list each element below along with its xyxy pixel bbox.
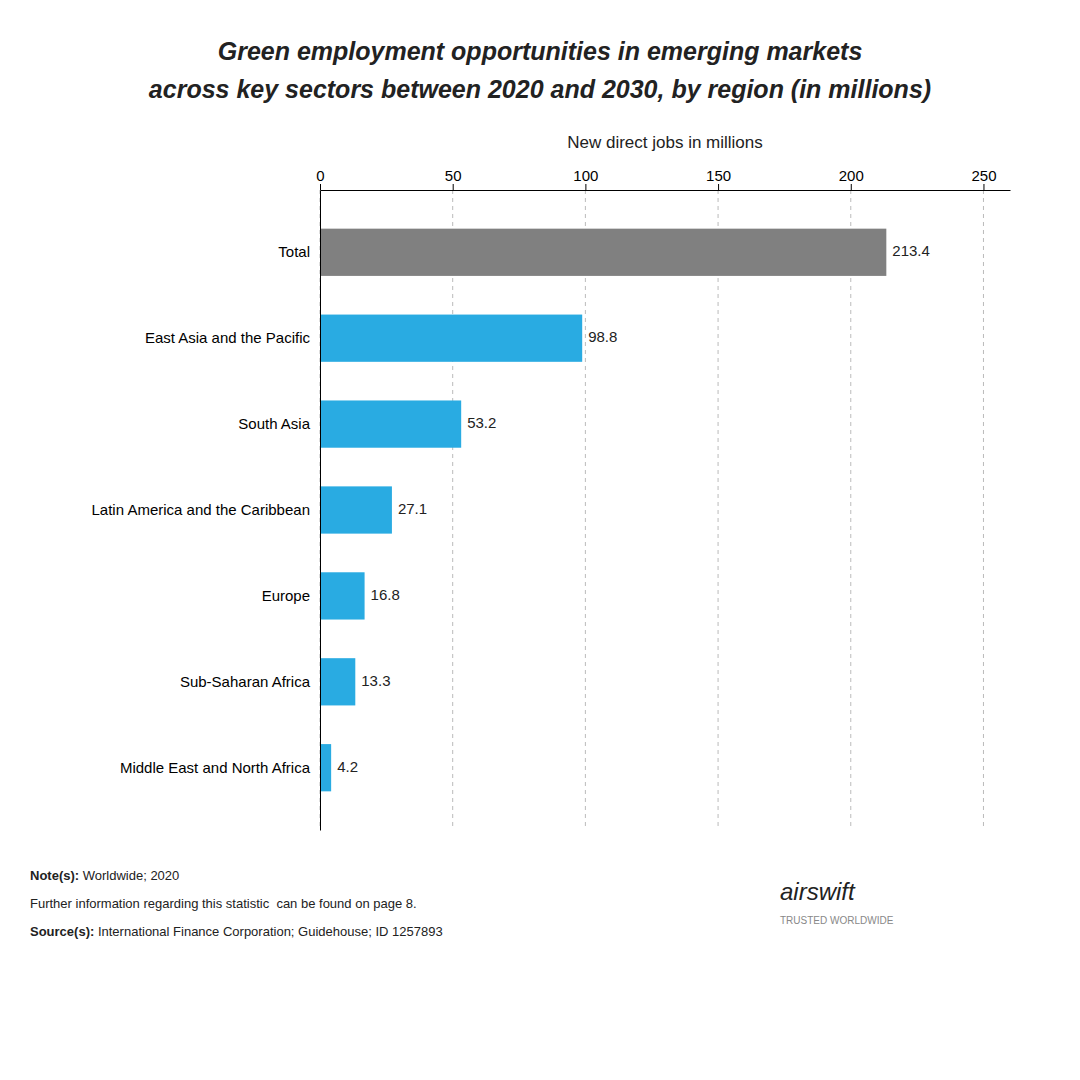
tick: 200 (839, 167, 864, 190)
axis-title: New direct jobs in millions (567, 133, 763, 152)
grid-line (983, 190, 984, 830)
data-label: 16.8 (371, 586, 400, 603)
annotations: Note(s): Worldwide; 2020 Further informat… (30, 868, 894, 939)
tick-mark (718, 184, 719, 190)
annotation: TRUSTED WORLDWIDE (780, 915, 894, 926)
grid-line (452, 190, 453, 830)
annotation: Further information regarding this stati… (30, 896, 417, 911)
grid (320, 190, 983, 830)
bar (320, 486, 392, 533)
axis-line (320, 191, 321, 831)
data-label: 98.8 (588, 328, 617, 345)
tick: South Asia (238, 415, 320, 432)
tick: Latin America and the Caribbean (92, 501, 320, 518)
tick-label: Sub-Saharan Africa (180, 673, 311, 690)
tick: Europe (262, 587, 320, 604)
data-label: 27.1 (398, 500, 427, 517)
bars (320, 229, 886, 792)
grid-line (320, 190, 321, 830)
tick-mark (851, 184, 852, 190)
chart: Green employment opportunities in emergi… (0, 0, 1080, 1080)
data-label: 13.3 (361, 672, 390, 689)
tick-label: 50 (445, 167, 462, 184)
tick-label: South Asia (238, 415, 310, 432)
subtitle: across key sectors between 2020 and 2030… (149, 75, 931, 103)
tick: 0 (316, 167, 324, 190)
annotation-text: Worldwide; 2020 (79, 868, 179, 883)
annotation: Source(s): International Finance Corpora… (30, 924, 443, 939)
data-label: 213.4 (892, 242, 930, 259)
tick: Total (278, 243, 320, 260)
tick-label: 100 (573, 167, 598, 184)
grid-line (585, 190, 586, 830)
tick-label: 0 (316, 167, 324, 184)
tick-label: Middle East and North Africa (120, 759, 311, 776)
bar (320, 658, 355, 705)
grid-line (850, 190, 851, 830)
tick-mark (320, 184, 321, 190)
bar (320, 229, 886, 276)
tick: Middle East and North Africa (120, 759, 320, 776)
data-label: 53.2 (467, 414, 496, 431)
grid-line (718, 190, 719, 830)
bar (320, 315, 582, 362)
tick-mark (453, 184, 454, 190)
tick: East Asia and the Pacific (145, 329, 320, 346)
tick: 100 (573, 167, 598, 190)
tick-label: 200 (839, 167, 864, 184)
annotation-text: Note(s): (30, 868, 79, 883)
tick-label: Europe (262, 587, 310, 604)
annotation-text: airswift (780, 878, 856, 905)
tick-label: Total (278, 243, 310, 260)
tick-label: Latin America and the Caribbean (92, 501, 310, 518)
tick: 150 (706, 167, 731, 190)
tick-label: 150 (706, 167, 731, 184)
data-label: 4.2 (337, 758, 358, 775)
bar (320, 744, 331, 791)
y-axis: Total East Asia and the Pacific South Asia… (92, 191, 321, 831)
title: Green employment opportunities in emergi… (218, 37, 863, 65)
tick-mark (585, 184, 586, 190)
tick: Sub-Saharan Africa (180, 673, 320, 690)
annotation-text: Source(s): (30, 924, 94, 939)
data-labels: 213.4 98.8 53.2 27.1 16.8 13.3 4.2 (337, 242, 930, 774)
annotation-text: International Finance Corporation; Guide… (94, 924, 442, 939)
annotation-text: Further information regarding this stati… (30, 896, 417, 911)
tick-label: 250 (971, 167, 996, 184)
annotation-text: TRUSTED WORLDWIDE (780, 915, 894, 926)
x-axis: 0 50 100 150 200 250 (316, 167, 1010, 191)
tick-mark (983, 184, 984, 190)
bar (320, 400, 461, 447)
axis-line (321, 190, 1011, 191)
tick: 50 (445, 167, 462, 190)
annotation: Note(s): Worldwide; 2020 (30, 868, 179, 883)
bar (320, 572, 365, 619)
tick-label: East Asia and the Pacific (145, 329, 311, 346)
annotation: airswift (780, 878, 856, 905)
tick: 250 (971, 167, 996, 190)
